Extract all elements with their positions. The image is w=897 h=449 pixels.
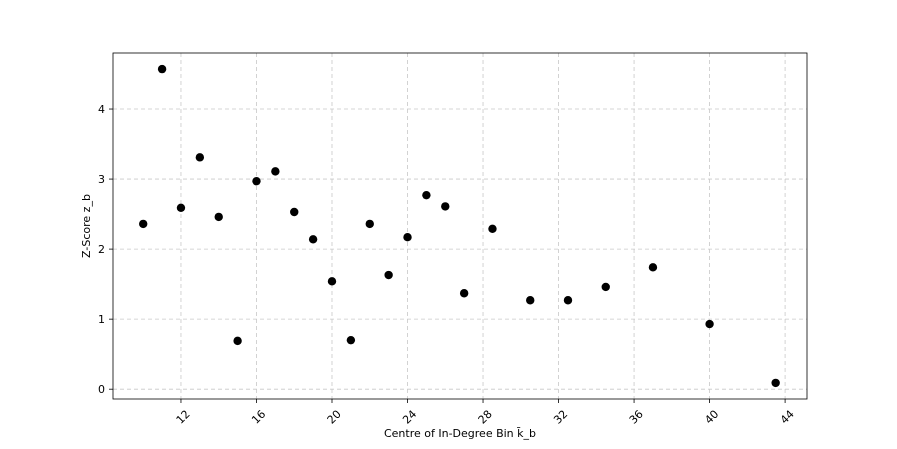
point <box>526 296 535 305</box>
point <box>648 263 658 272</box>
point <box>488 224 497 234</box>
point <box>176 203 186 212</box>
point <box>771 378 780 388</box>
point <box>346 335 356 345</box>
point <box>403 233 412 242</box>
y-tick-label: 0 <box>98 383 105 396</box>
points <box>139 64 780 388</box>
point <box>441 202 450 211</box>
point <box>290 207 299 217</box>
point <box>308 235 318 244</box>
point <box>214 212 223 222</box>
point <box>139 219 148 229</box>
point <box>601 282 610 292</box>
point <box>233 336 242 346</box>
point <box>705 319 714 329</box>
point <box>327 277 337 286</box>
point <box>384 270 393 280</box>
point <box>365 219 374 229</box>
y-tick-label: 1 <box>98 313 105 326</box>
plot-frame <box>112 52 808 400</box>
point <box>252 176 261 186</box>
point <box>563 296 573 305</box>
point <box>195 153 205 162</box>
point <box>271 167 280 176</box>
y-tick-label: 4 <box>98 103 105 116</box>
y-tick-label: 2 <box>98 243 105 256</box>
y-axis-label: Z-Score z_b <box>80 194 93 258</box>
point <box>422 190 431 200</box>
point <box>157 64 167 74</box>
x-axis-label: Centre of In-Degree Bin k̄_b <box>384 427 536 440</box>
point <box>459 289 469 298</box>
grid <box>113 53 807 399</box>
y-tick-label: 3 <box>98 173 105 186</box>
